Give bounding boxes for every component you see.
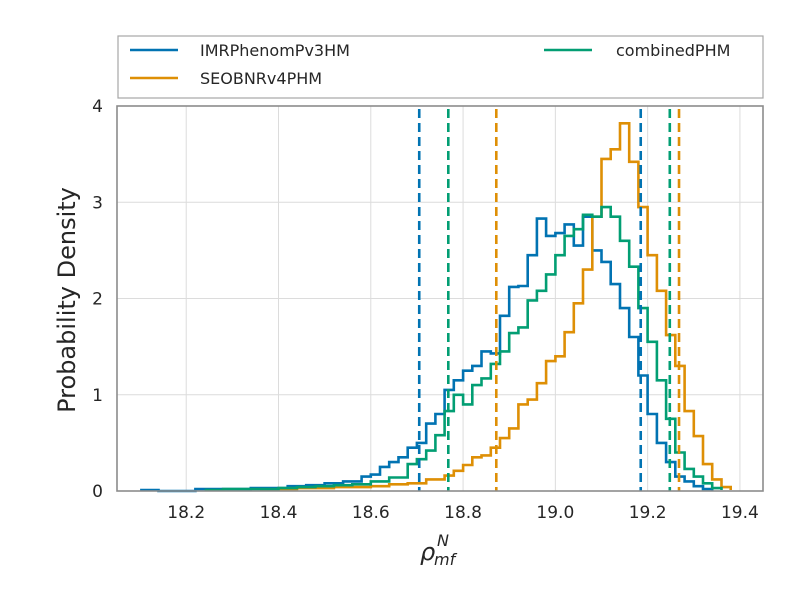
x-tick-label: 18.6 [352,503,390,523]
x-tick-label: 19.4 [721,503,759,523]
histogram-step-imrphenompv3hm [140,215,714,493]
histogram-step-combinedphm [204,205,723,492]
y-tick-label: 4 [92,97,103,117]
legend: IMRPhenomPv3HM SEOBNRv4PHM combinedPHM [117,35,764,99]
y-tick-label: 0 [92,482,103,502]
x-axis-symbol: ρ [420,538,435,566]
x-tick-labels: 18.2 18.4 18.6 18.8 19.0 19.2 19.4 [167,503,759,523]
histogram-step-seobnrv4phm [260,122,732,492]
legend-label-imrphenompv3hm: IMRPhenomPv3HM [200,41,350,60]
plot-frame [116,105,764,492]
legend-label-combinedphm: combinedPHM [616,41,730,60]
y-tick-label: 2 [92,290,103,310]
credible-interval-lines [417,109,681,491]
x-tick-label: 18.2 [167,503,205,523]
y-axis-label: Probability Density [53,187,81,413]
x-axis-superscript: N [437,531,449,550]
y-tick-label: 1 [92,386,103,406]
x-tick-label: 18.8 [444,503,482,523]
legend-label-seobnrv4phm: SEOBNRv4PHM [200,69,322,88]
histogram-series [140,122,732,493]
x-tick-label: 19.2 [629,503,667,523]
x-axis-subscript: mf [434,550,458,569]
y-tick-labels: 0 1 2 3 4 [92,97,103,502]
x-axis-label: ρ N mf [420,531,458,569]
y-tick-label: 3 [92,193,103,213]
x-tick-label: 18.4 [260,503,298,523]
legend-box [117,35,764,99]
x-tick-label: 19.0 [536,503,574,523]
